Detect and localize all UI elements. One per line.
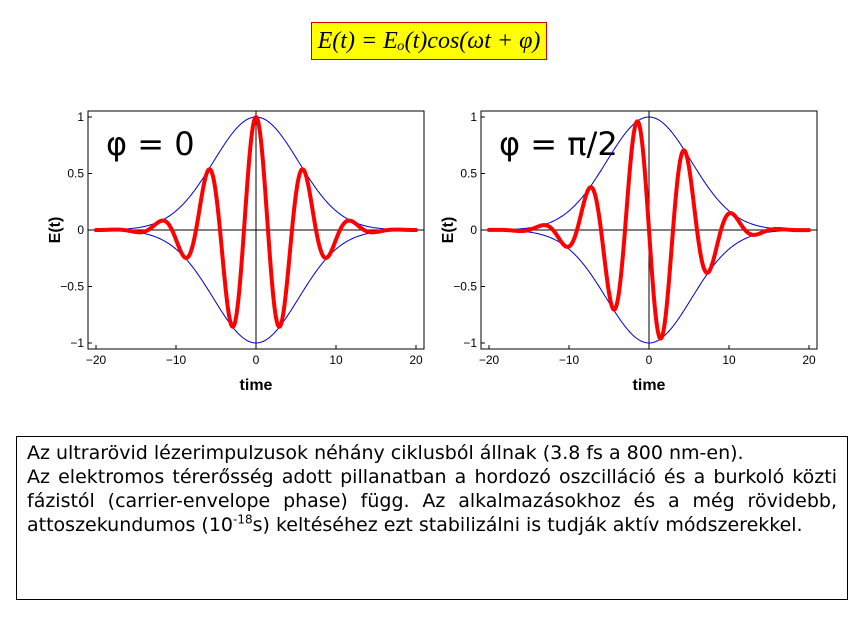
y-tick-label: 1 [470, 110, 477, 124]
formula-box: E(t) = Eₒ(t)cos(ωt + φ) [311, 22, 547, 60]
envelope-lower-line [95, 229, 417, 344]
description-box: Az ultrarövid lézerimpulzusok néhány cik… [16, 436, 848, 600]
x-tick-label: 10 [722, 353, 736, 367]
chart-phase-half-pi: −20 −10 0 10 20 1 0.5 0 −0.5 −1 time E(t) φ = π/2 [440, 110, 818, 394]
x-tick-label: −20 [86, 353, 107, 367]
phase-label: φ = 0 [106, 125, 195, 163]
paragraph-2-part-b: s) keltéséhez ezt stabilizálni is tudják… [252, 514, 803, 536]
x-tick-label: −20 [479, 353, 500, 367]
x-tick-label: 0 [646, 353, 653, 367]
field-line [487, 119, 811, 341]
x-tick-label: −10 [166, 353, 187, 367]
phase-label: φ = π/2 [499, 125, 618, 163]
chart-phase-zero: −20 −10 0 10 20 1 0.5 0 −0.5 −1 time E(t) φ = 0 [47, 110, 425, 394]
y-tick-label: 0 [470, 223, 477, 237]
x-axis-label: time [633, 377, 666, 394]
y-tick-label: 1 [77, 110, 84, 124]
y-tick-label: −1 [70, 336, 84, 350]
formula-text: E(t) = Eₒ(t)cos(ωt + φ) [317, 27, 541, 54]
x-tick-label: 0 [253, 353, 260, 367]
paragraph-2-part-a: Az elektromos térerősség adott pillanatb… [27, 466, 837, 536]
x-tick-label: −10 [559, 353, 580, 367]
y-axis-label: E(t) [47, 217, 64, 244]
y-tick-label: −1 [463, 336, 477, 350]
x-axis-label: time [240, 377, 273, 394]
y-tick-label: −0.5 [60, 280, 84, 294]
y-tick-label: −0.5 [453, 280, 477, 294]
paragraph-1: Az ultrarövid lézerimpulzusok néhány cik… [27, 442, 744, 464]
x-tick-label: 20 [409, 353, 423, 367]
field-line [94, 115, 418, 329]
paragraph-2: Az elektromos térerősség adott pillanatb… [27, 465, 837, 537]
y-tick-label: 0.5 [460, 167, 477, 181]
exponent: -18 [233, 512, 253, 527]
x-tick-label: 20 [802, 353, 816, 367]
y-tick-label: 0 [77, 223, 84, 237]
x-tick-label: 10 [329, 353, 343, 367]
y-tick-label: 0.5 [67, 167, 84, 181]
y-axis-label: E(t) [440, 217, 457, 244]
